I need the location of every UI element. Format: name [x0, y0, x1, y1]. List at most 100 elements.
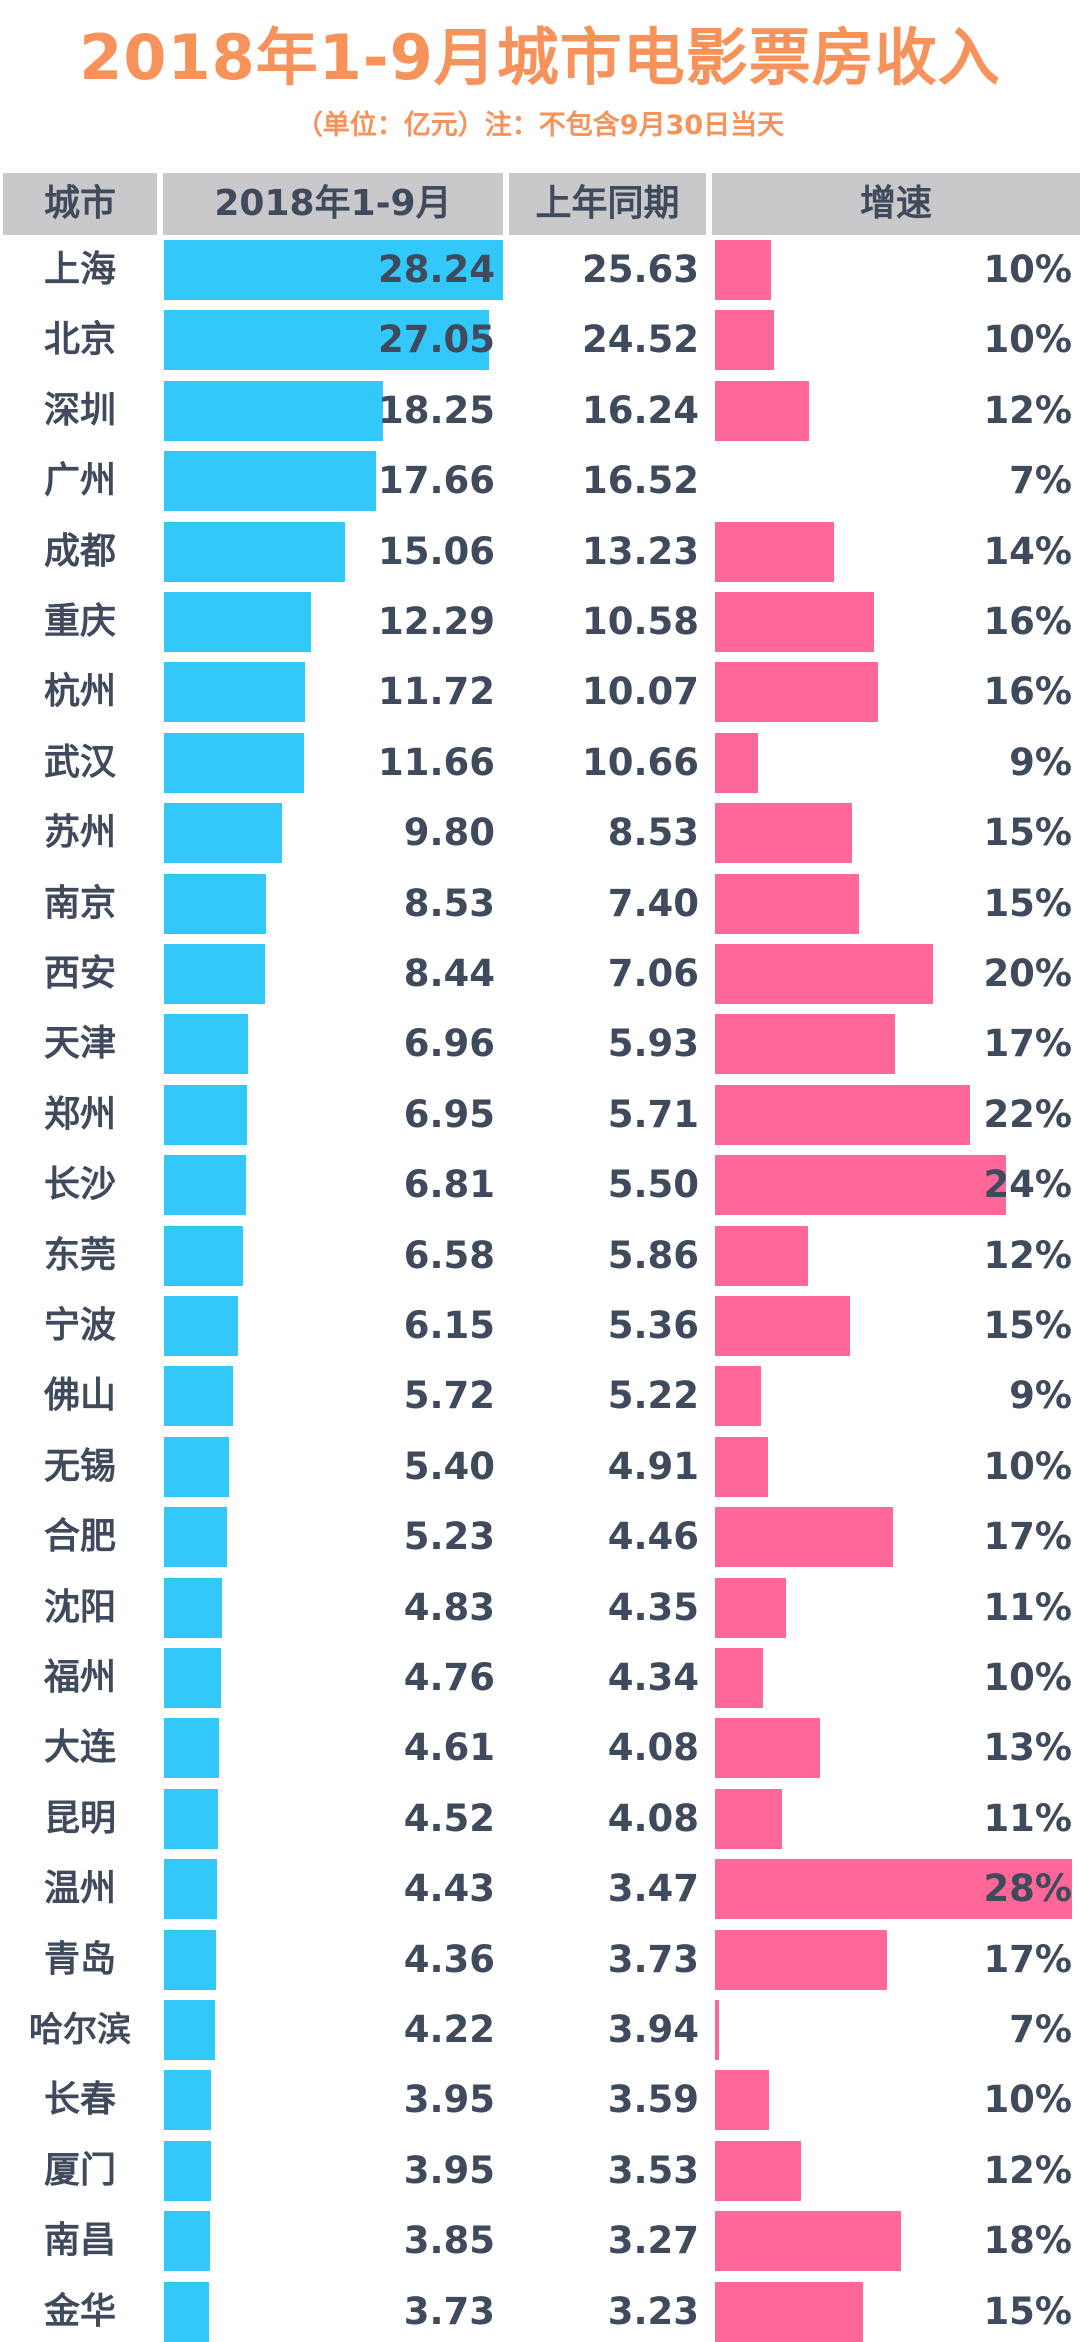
current-revenue-bar [164, 732, 304, 793]
table-row: 福州 4.76 4.34 10% [0, 1648, 1080, 1708]
current-revenue-value: 4.61 [403, 1726, 495, 1770]
growth-bar [715, 1436, 768, 1497]
previous-revenue-value: 4.91 [607, 1444, 699, 1488]
growth-value: 17% [983, 1937, 1072, 1981]
city-label: 哈尔滨 [29, 2010, 131, 2050]
previous-revenue-value: 24.52 [581, 318, 699, 362]
current-revenue-bar [164, 1577, 222, 1638]
growth-bar [715, 2140, 801, 2201]
growth-value: 15% [983, 811, 1072, 855]
table-row: 广州 17.66 16.52 7% [0, 451, 1080, 512]
current-revenue-value: 4.83 [403, 1585, 495, 1629]
growth-bar [715, 662, 878, 723]
growth-value: 28% [983, 1867, 1072, 1911]
growth-value: 15% [983, 881, 1072, 925]
table-row: 西安 8.44 7.06 20% [0, 944, 1080, 1004]
city-label: 苏州 [43, 812, 116, 854]
growth-bar [715, 380, 809, 441]
current-revenue-bar [164, 1507, 227, 1568]
previous-revenue-value: 4.46 [607, 1515, 699, 1559]
current-revenue-value: 5.23 [403, 1515, 495, 1559]
growth-value: 24% [983, 1163, 1072, 1207]
city-label: 上海 [43, 249, 116, 290]
current-revenue-value: 3.85 [403, 2219, 495, 2263]
growth-bar [715, 2000, 719, 2060]
growth-bar [715, 2070, 769, 2131]
growth-value: 10% [983, 1656, 1072, 1699]
growth-bar [715, 2211, 901, 2272]
table-row: 厦门 3.95 3.53 12% [0, 2140, 1080, 2201]
growth-value: 9% [1009, 740, 1072, 784]
current-revenue-bar [164, 1929, 216, 1990]
current-revenue-value: 8.44 [403, 952, 495, 995]
growth-bar [715, 1929, 887, 1990]
growth-bar [715, 1718, 820, 1779]
current-revenue-bar [164, 1084, 247, 1145]
growth-value: 15% [983, 2289, 1072, 2333]
growth-bar [715, 1577, 786, 1638]
city-label: 武汉 [43, 741, 116, 783]
growth-bar [715, 240, 771, 300]
growth-bar [715, 1648, 763, 1708]
growth-value: 7% [1009, 2008, 1072, 2051]
growth-value: 12% [983, 388, 1072, 432]
growth-value: 10% [983, 1444, 1072, 1488]
city-label: 厦门 [43, 2149, 116, 2191]
growth-value: 12% [983, 1233, 1072, 1277]
table-row: 合肥 5.23 4.46 17% [0, 1507, 1080, 1568]
table-row: 北京 27.05 24.52 10% [0, 310, 1080, 371]
city-label: 佛山 [43, 1375, 116, 1417]
current-revenue-bar [164, 2140, 211, 2201]
current-revenue-bar [164, 803, 282, 864]
current-revenue-value: 4.43 [403, 1867, 495, 1911]
previous-revenue-value: 3.47 [607, 1867, 699, 1911]
current-revenue-value: 5.72 [403, 1374, 495, 1418]
previous-revenue-value: 7.40 [607, 881, 699, 925]
table-row: 沈阳 4.83 4.35 11% [0, 1577, 1080, 1638]
city-label: 长春 [43, 2079, 116, 2121]
city-label: 大连 [43, 1727, 116, 1769]
current-revenue-bar [164, 1859, 217, 1920]
city-label: 重庆 [43, 601, 116, 642]
growth-bar [715, 521, 834, 582]
growth-bar [715, 1859, 1072, 1920]
growth-value: 16% [983, 670, 1072, 714]
current-revenue-value: 3.73 [403, 2289, 495, 2333]
current-revenue-value: 5.40 [403, 1444, 495, 1488]
growth-bar [715, 944, 933, 1004]
growth-value: 10% [983, 248, 1072, 291]
current-revenue-value: 9.80 [403, 811, 495, 855]
current-revenue-value: 17.66 [377, 459, 495, 503]
city-label: 南昌 [43, 2220, 116, 2262]
city-label: 青岛 [43, 1938, 116, 1980]
current-revenue-bar [164, 2000, 215, 2060]
current-revenue-bar [164, 1788, 218, 1849]
chart-subtitle: （单位：亿元）注：不包含9月30日当天 [295, 110, 785, 141]
current-revenue-value: 6.58 [403, 1233, 495, 1277]
growth-value: 15% [983, 1304, 1072, 1347]
table-row: 长沙 6.81 5.50 24% [0, 1155, 1080, 1216]
previous-revenue-value: 3.59 [607, 2078, 699, 2122]
previous-revenue-value: 3.23 [607, 2289, 699, 2333]
previous-revenue-value: 5.71 [607, 1092, 699, 1136]
table-row: 无锡 5.40 4.91 10% [0, 1436, 1080, 1497]
growth-bar [715, 1155, 1006, 1216]
table-row: 杭州 11.72 10.07 16% [0, 662, 1080, 723]
table-row: 天津 6.96 5.93 17% [0, 1014, 1080, 1075]
table-row: 宁波 6.15 5.36 15% [0, 1296, 1080, 1356]
previous-revenue-value: 16.24 [581, 388, 699, 432]
previous-revenue-value: 5.86 [607, 1233, 699, 1277]
growth-bar [715, 873, 859, 934]
previous-revenue-value: 4.34 [607, 1656, 699, 1699]
table-row: 佛山 5.72 5.22 9% [0, 1366, 1080, 1427]
previous-revenue-value: 13.23 [581, 529, 699, 573]
current-revenue-value: 15.06 [377, 529, 495, 573]
city-label: 西安 [43, 953, 116, 994]
growth-value: 11% [983, 1585, 1072, 1629]
current-revenue-bar [164, 1014, 248, 1075]
table-row: 哈尔滨 4.22 3.94 7% [0, 2000, 1080, 2060]
growth-value: 11% [983, 1796, 1072, 1840]
current-revenue-bar [164, 1436, 229, 1497]
current-revenue-bar [164, 521, 345, 582]
growth-value: 13% [983, 1726, 1072, 1770]
